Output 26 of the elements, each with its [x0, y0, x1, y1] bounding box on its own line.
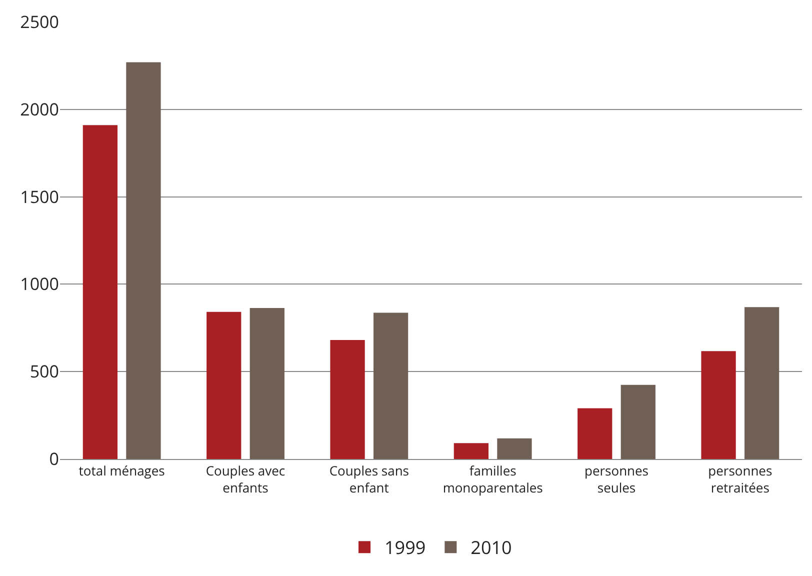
legend-label: 1999 — [384, 536, 426, 560]
bar — [206, 312, 242, 459]
y-tick-label: 1500 — [20, 184, 59, 208]
x-tick-label: personnes seules — [584, 462, 649, 496]
bar — [250, 308, 284, 459]
y-tick-label: 2500 — [20, 10, 59, 33]
x-tick-label: familles monoparentales — [442, 462, 543, 496]
y-tick-label: 0 — [49, 446, 59, 470]
bar — [578, 408, 612, 459]
legend-label: 2010 — [470, 536, 512, 560]
bar — [126, 62, 161, 459]
bar — [330, 340, 365, 459]
y-tick-label: 500 — [30, 360, 59, 383]
x-tick-label: total ménages — [78, 462, 165, 480]
bar — [744, 307, 780, 459]
x-tick-label: Couples sans enfant — [329, 462, 410, 496]
x-tick-label: personnes retraitées — [708, 462, 772, 496]
bar — [374, 312, 408, 459]
y-tick-label: 2000 — [20, 97, 59, 120]
bar — [497, 438, 532, 459]
bar — [82, 125, 118, 459]
bar — [701, 351, 736, 459]
bar — [454, 443, 489, 459]
y-tick-label: 1000 — [20, 272, 59, 296]
bar — [620, 384, 656, 459]
x-tick-label: Couples avec enfants — [206, 462, 286, 496]
